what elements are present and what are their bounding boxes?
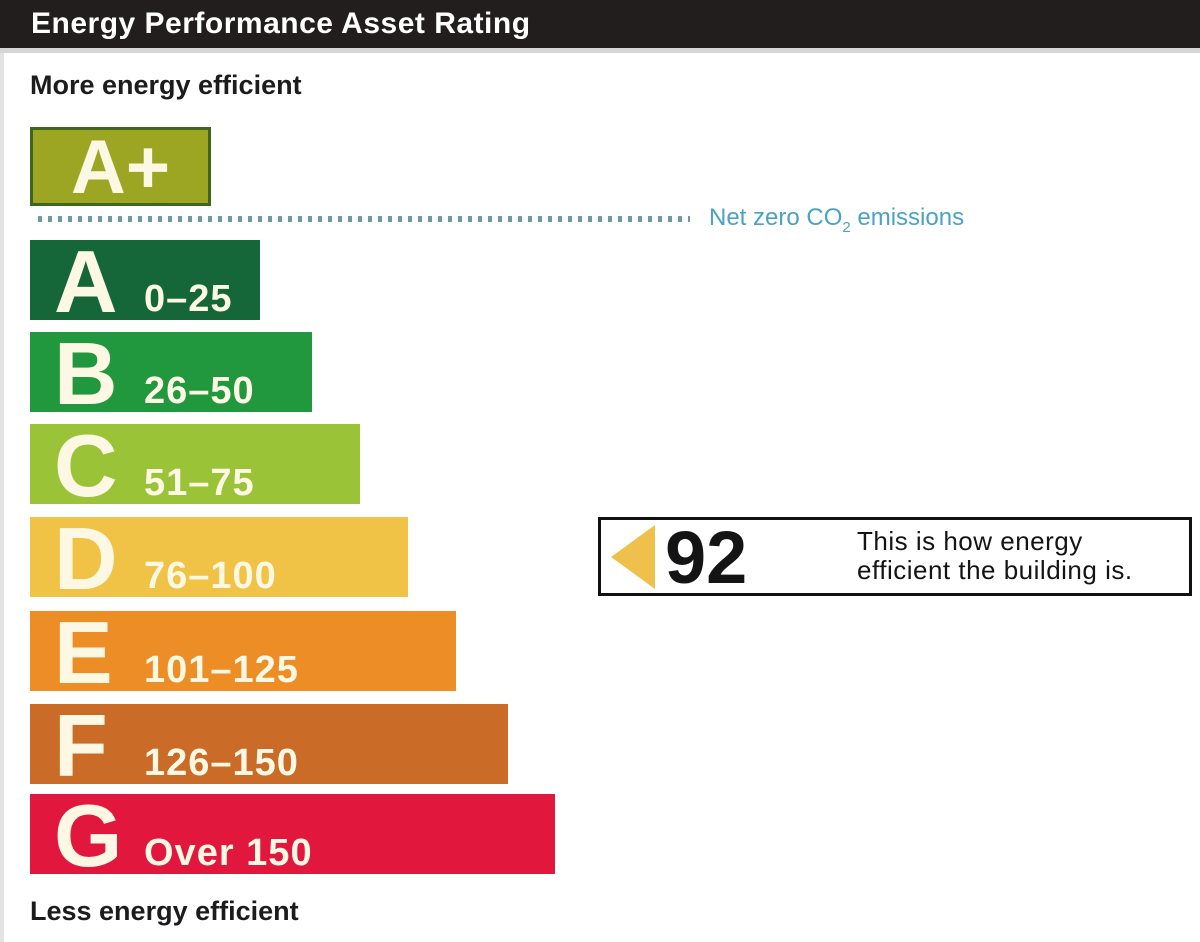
rating-pointer-arrow-icon xyxy=(611,525,655,589)
band-letter: G xyxy=(54,786,123,885)
rating-description-line2: efficient the building is. xyxy=(857,555,1133,585)
less-efficient-label: Less energy efficient xyxy=(30,896,299,926)
band-range: 26–50 xyxy=(144,370,255,412)
band-a-plus: A+ xyxy=(30,127,211,206)
band-c: C 51–75 xyxy=(30,416,360,515)
net-zero-label: Net zero CO2 emissions xyxy=(709,204,964,236)
rating-indicator-box: 92 This is how energy efficient the buil… xyxy=(598,517,1192,596)
band-range: 126–150 xyxy=(144,742,299,784)
band-range: 101–125 xyxy=(144,649,299,691)
band-f: F 126–150 xyxy=(30,696,508,795)
band-letter: E xyxy=(54,603,113,702)
band-letter: F xyxy=(54,696,108,795)
rating-value: 92 xyxy=(665,516,748,599)
band-letter: B xyxy=(54,324,118,423)
net-zero-dotted-line xyxy=(38,216,690,222)
band-range: 0–25 xyxy=(144,278,233,320)
net-zero-label-subscript: 2 xyxy=(842,219,851,236)
band-range: 51–75 xyxy=(144,462,255,504)
net-zero-label-prefix: Net zero CO xyxy=(709,204,843,231)
more-efficient-label: More energy efficient xyxy=(30,70,302,100)
chart-header: Energy Performance Asset Rating xyxy=(0,0,1200,53)
band-letter: D xyxy=(54,509,118,608)
band-letter: C xyxy=(54,416,118,515)
band-a: A 0–25 xyxy=(30,232,260,331)
band-letter: A+ xyxy=(70,125,171,210)
page-edge-strip xyxy=(0,48,4,942)
page-title: Energy Performance Asset Rating xyxy=(31,7,531,40)
rating-description-line1: This is how energy xyxy=(857,526,1083,556)
rating-description: This is how energy efficient the buildin… xyxy=(857,527,1133,585)
band-d: D 76–100 xyxy=(30,509,408,608)
band-g: G Over 150 xyxy=(30,786,555,885)
band-letter: A xyxy=(54,232,118,331)
net-zero-label-suffix: emissions xyxy=(850,204,965,231)
band-range: 76–100 xyxy=(144,555,277,597)
band-b: B 26–50 xyxy=(30,324,312,423)
band-e: E 101–125 xyxy=(30,603,456,702)
rating-scale: Net zero CO2 emissions A+ A 0–25 B 26–50… xyxy=(30,0,1200,942)
band-range: Over 150 xyxy=(144,832,313,874)
